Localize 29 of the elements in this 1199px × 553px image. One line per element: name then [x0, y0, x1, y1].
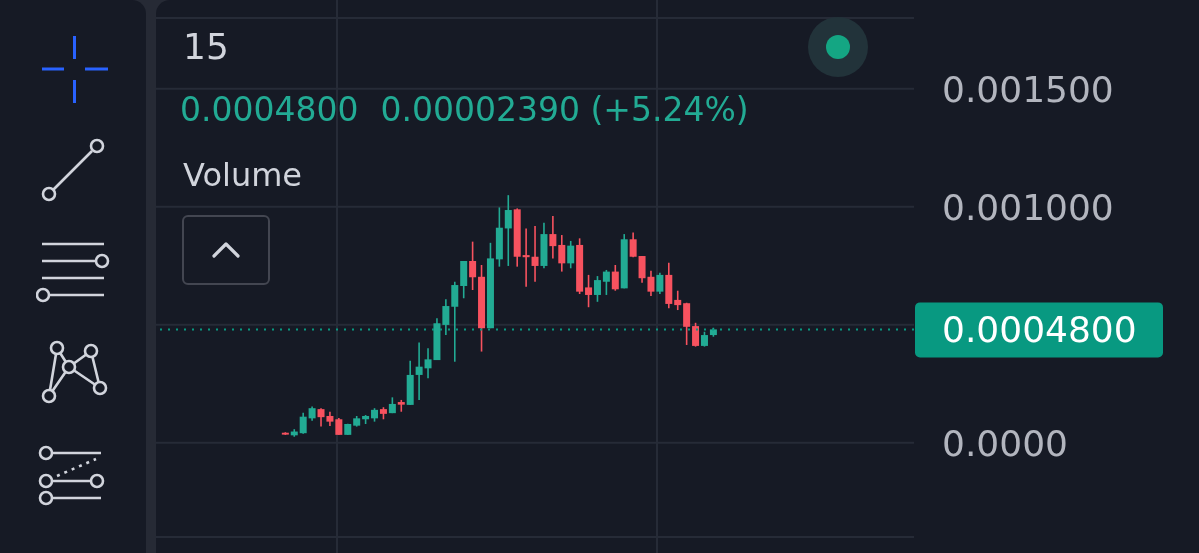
y-tick-label: 0.0000: [942, 422, 1068, 464]
candlestick: [522, 227, 530, 288]
candlestick: [585, 274, 593, 309]
candlestick: [504, 194, 512, 267]
candlestick: [531, 225, 539, 283]
candlestick: [442, 298, 450, 336]
candlestick: [683, 301, 691, 346]
candlestick: [549, 215, 557, 260]
candlestick: [469, 240, 477, 291]
y-tick-label: 0.001000: [942, 186, 1114, 228]
candlestick: [629, 231, 637, 259]
annotation: 0.00002390 (+5.24%): [380, 90, 749, 129]
candlestick: [299, 411, 307, 435]
candlestick: [692, 321, 700, 348]
ref-line-label: 0.0004800: [942, 309, 1137, 351]
candlestick: [602, 269, 610, 296]
candlestick: [567, 240, 575, 270]
candlestick: [558, 234, 566, 273]
candlestick: [451, 280, 459, 363]
candlestick: [674, 289, 682, 311]
candlestick: [397, 399, 405, 413]
y-tick-label: 0.001500: [942, 68, 1114, 110]
annotation: Volume: [183, 156, 303, 194]
annotation: 0.0004800: [180, 90, 359, 129]
candlestick: [656, 271, 664, 295]
candlestick: [593, 275, 601, 303]
chart-title: 15: [183, 26, 229, 67]
candlestick: [611, 264, 619, 292]
candlestick: [415, 341, 423, 401]
